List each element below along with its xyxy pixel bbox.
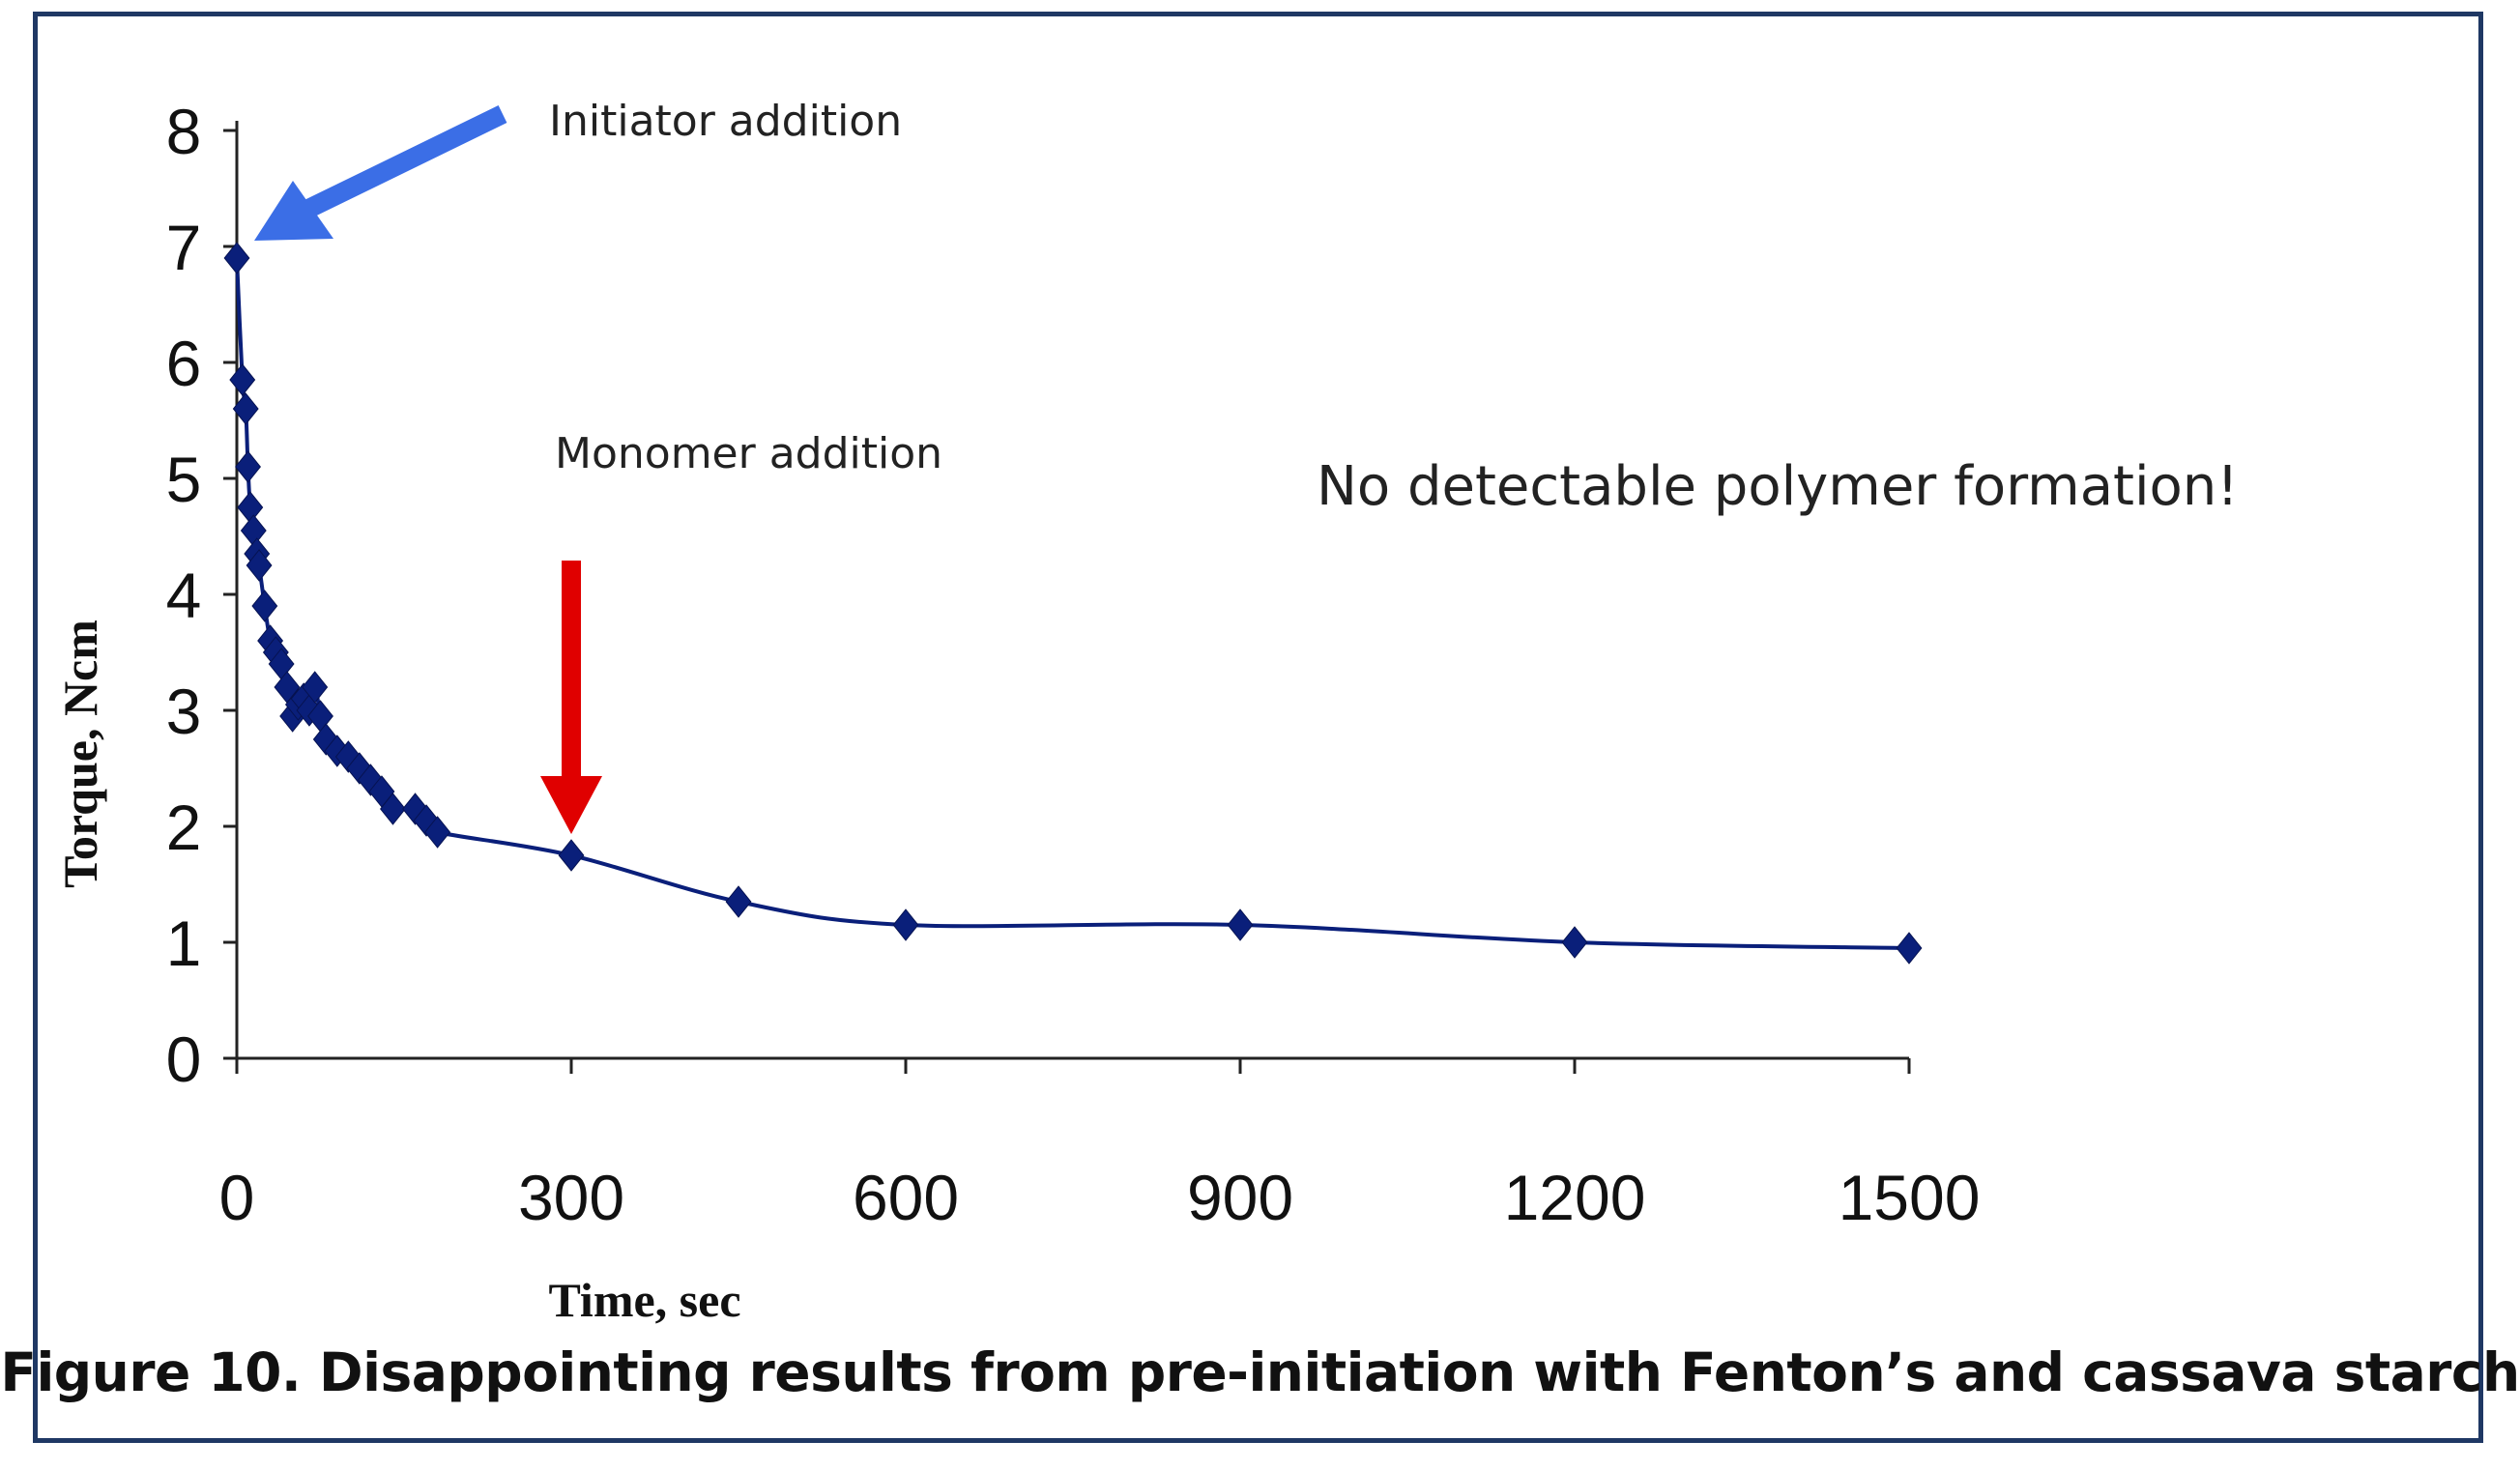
y-tick-label: 4	[166, 560, 202, 631]
data-point-marker	[237, 491, 264, 524]
data-point-marker	[302, 671, 329, 704]
y-tick-label: 5	[166, 444, 202, 515]
x-axis-title: Time, sec	[548, 1273, 740, 1327]
y-tick-label: 6	[166, 328, 202, 399]
chart-series	[223, 242, 1923, 965]
data-point-marker	[223, 242, 250, 274]
data-point-marker	[424, 816, 451, 849]
x-tick-label: 1500	[1839, 1162, 1981, 1233]
data-point-marker	[251, 590, 278, 622]
data-point-marker	[232, 392, 259, 425]
initiator-annotation: Initiator addition	[549, 97, 902, 146]
data-point-marker	[229, 363, 256, 396]
chart-axes	[235, 121, 1909, 1060]
initiator-arrow-head	[254, 181, 333, 241]
y-tick-label: 7	[166, 212, 202, 283]
y-tick-label: 2	[166, 792, 202, 863]
data-point-marker	[725, 885, 752, 918]
y-axis-title: Torque, Ncm	[53, 620, 107, 888]
series-line	[235, 257, 1910, 950]
y-tick-label: 0	[166, 1023, 202, 1095]
data-point-marker	[1561, 926, 1588, 959]
data-point-marker	[312, 723, 339, 756]
monomer-annotation: Monomer addition	[555, 429, 942, 478]
x-tick-label: 1200	[1504, 1162, 1646, 1233]
chart-ticks: 0 1 2 3 4 5 6 7 8 0 300 600 900 1200 1500	[166, 96, 1981, 1233]
x-tick-label: 0	[219, 1162, 255, 1233]
data-point-marker	[357, 764, 384, 796]
data-point-marker	[1896, 932, 1923, 965]
monomer-arrow-head	[540, 776, 602, 834]
data-point-marker	[240, 514, 267, 547]
x-tick-label: 300	[518, 1162, 624, 1233]
data-point-marker	[558, 839, 585, 872]
data-point-marker	[380, 793, 406, 825]
data-point-marker	[402, 793, 428, 825]
data-point-marker	[1227, 908, 1254, 941]
initiator-arrow-shaft	[298, 105, 507, 220]
conclusion-annotation: No detectable polymer formation!	[1317, 455, 2239, 518]
y-tick-label: 1	[166, 908, 202, 979]
y-tick-label: 8	[166, 96, 202, 167]
monomer-arrow-shaft	[562, 561, 581, 781]
x-tick-label: 900	[1187, 1162, 1293, 1233]
figure-caption: Figure 10. Disappointing results from pr…	[0, 1341, 2520, 1403]
figure-frame	[33, 12, 2483, 1443]
chart-annotations: Initiator addition Monomer addition No det…	[254, 97, 2239, 834]
data-point-marker	[235, 450, 261, 483]
data-point-marker	[892, 908, 919, 941]
data-point-marker	[246, 549, 273, 582]
x-tick-label: 600	[853, 1162, 959, 1233]
y-tick-label: 3	[166, 676, 202, 747]
